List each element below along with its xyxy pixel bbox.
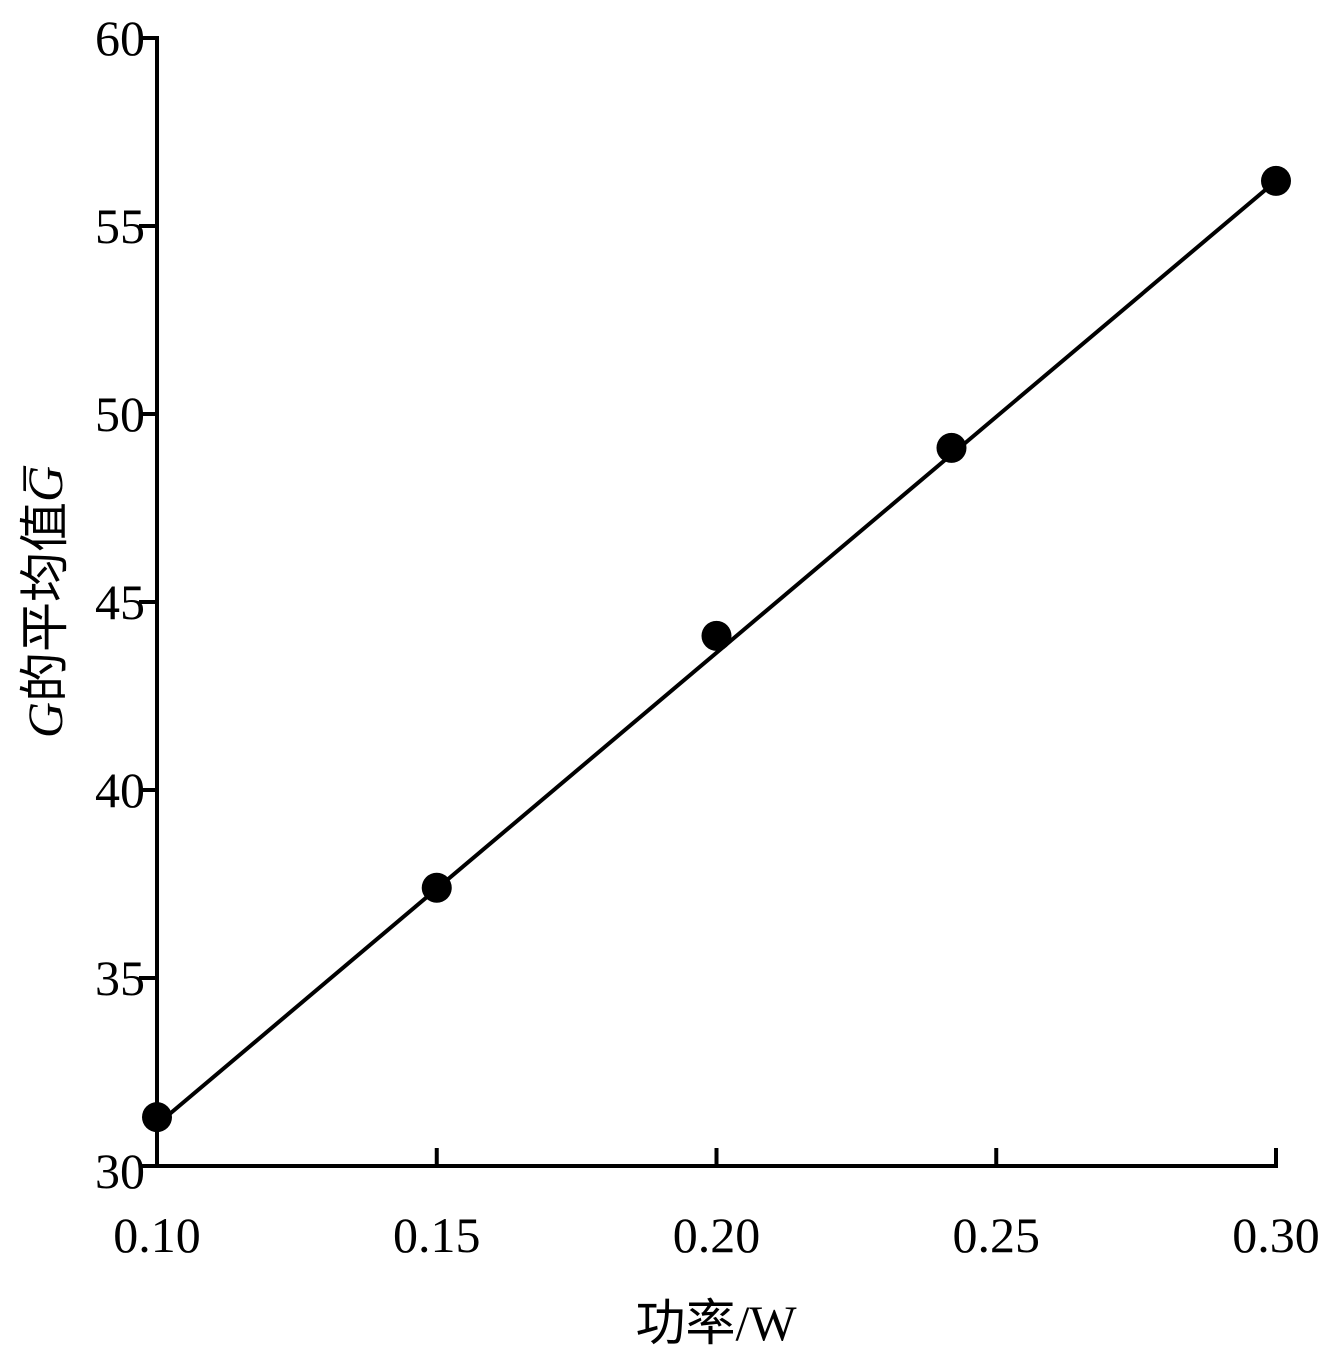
y-tick-label: 40 xyxy=(95,762,145,818)
y-tick-label: 55 xyxy=(95,198,145,254)
x-tick-label: 0.30 xyxy=(1232,1207,1320,1263)
y-label-middle: 的平均值 xyxy=(17,502,73,702)
x-tick-label: 0.10 xyxy=(113,1207,201,1263)
y-tick-label: 50 xyxy=(95,386,145,442)
y-tick-label: 60 xyxy=(95,10,145,66)
x-axis-label: 功率/W xyxy=(635,1295,797,1351)
data-point xyxy=(421,872,452,903)
y-tick-label: 45 xyxy=(95,574,145,630)
x-tick-label: 0.20 xyxy=(673,1207,761,1263)
y-axis-label: G的平均值G̅ xyxy=(17,465,73,738)
data-point xyxy=(936,432,967,463)
y-label-prefix: G xyxy=(17,702,73,738)
fit-line xyxy=(155,179,1278,1127)
y-tick-label: 35 xyxy=(95,950,145,1006)
fit-line-group xyxy=(155,179,1278,1127)
data-point xyxy=(1261,165,1291,196)
x-tick-label: 0.25 xyxy=(953,1207,1041,1263)
data-point xyxy=(701,620,732,651)
ticks: 30 35 40 45 50 55 60 0.10 0.15 0.20 0.25 0.30 xyxy=(95,10,1320,1263)
y-tick-label: 30 xyxy=(95,1143,145,1199)
axes xyxy=(155,36,1278,1168)
data-point xyxy=(142,1102,172,1133)
data-points xyxy=(142,165,1291,1133)
y-label-suffix: G̅ xyxy=(17,465,73,502)
x-tick-label: 0.15 xyxy=(393,1207,481,1263)
